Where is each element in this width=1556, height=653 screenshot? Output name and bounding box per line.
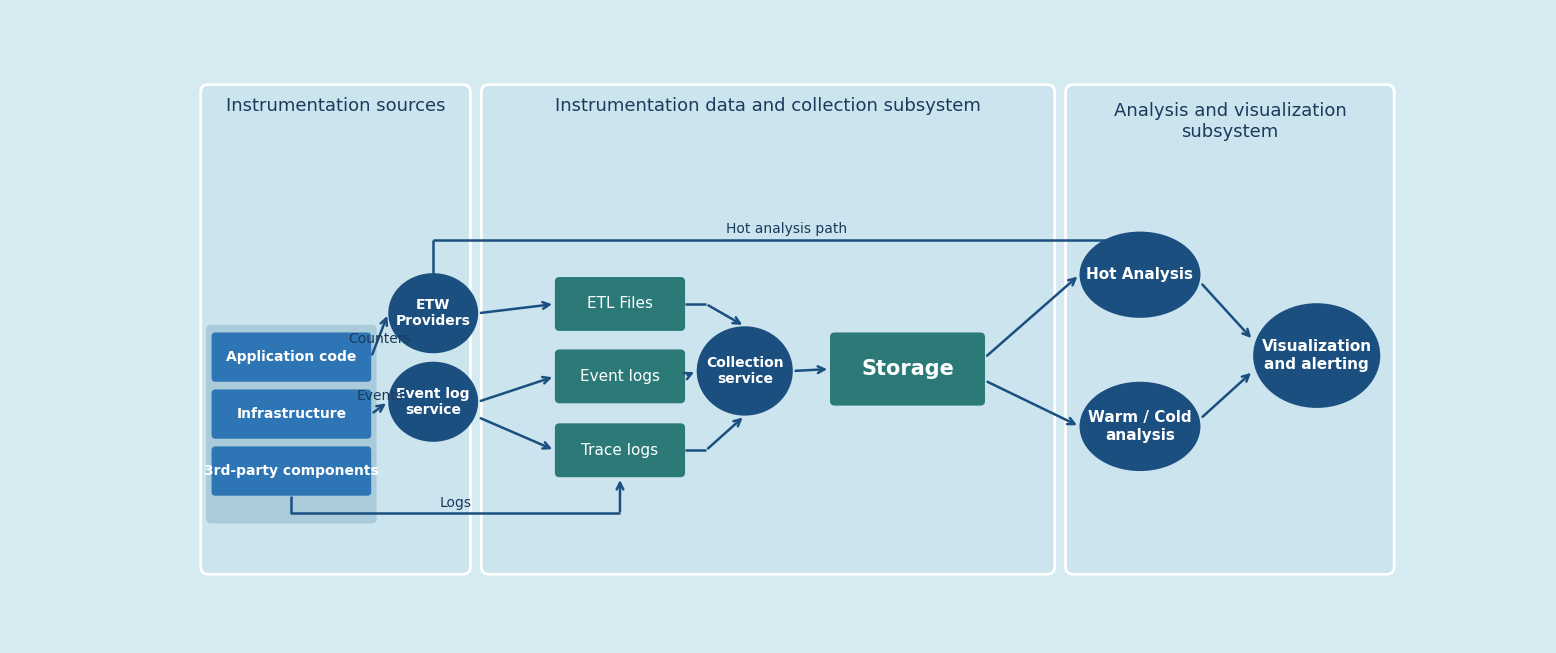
Ellipse shape xyxy=(389,273,478,353)
Text: Hot Analysis: Hot Analysis xyxy=(1086,267,1193,282)
FancyBboxPatch shape xyxy=(555,423,685,477)
Text: Event log
service: Event log service xyxy=(397,387,470,417)
FancyBboxPatch shape xyxy=(201,84,470,574)
FancyBboxPatch shape xyxy=(829,332,985,406)
Ellipse shape xyxy=(1253,303,1380,408)
FancyBboxPatch shape xyxy=(205,325,377,524)
Text: Application code: Application code xyxy=(226,350,356,364)
Text: Hot analysis path: Hot analysis path xyxy=(727,222,846,236)
Text: Logs: Logs xyxy=(440,496,471,509)
FancyBboxPatch shape xyxy=(555,277,685,331)
FancyBboxPatch shape xyxy=(481,84,1055,574)
Text: Warm / Cold
analysis: Warm / Cold analysis xyxy=(1088,410,1192,443)
FancyBboxPatch shape xyxy=(555,349,685,404)
Text: Events: Events xyxy=(356,389,403,404)
Text: ETL Files: ETL Files xyxy=(587,296,654,311)
FancyBboxPatch shape xyxy=(212,332,372,382)
Text: Storage: Storage xyxy=(860,359,954,379)
Ellipse shape xyxy=(389,362,478,442)
FancyBboxPatch shape xyxy=(1066,84,1394,574)
Text: Instrumentation data and collection subsystem: Instrumentation data and collection subs… xyxy=(555,97,980,115)
Text: Trace logs: Trace logs xyxy=(582,443,658,458)
Text: ETW
Providers: ETW Providers xyxy=(395,298,470,328)
FancyBboxPatch shape xyxy=(212,389,372,439)
Text: Analysis and visualization
subsystem: Analysis and visualization subsystem xyxy=(1114,102,1346,141)
Text: Counters: Counters xyxy=(349,332,411,346)
Ellipse shape xyxy=(1080,232,1200,318)
FancyBboxPatch shape xyxy=(212,447,372,496)
Text: 3rd-party components: 3rd-party components xyxy=(204,464,378,478)
Text: Collection
service: Collection service xyxy=(706,356,784,386)
Text: Infrastructure: Infrastructure xyxy=(237,407,347,421)
Ellipse shape xyxy=(1080,382,1200,471)
Text: Event logs: Event logs xyxy=(580,369,660,384)
Text: Instrumentation sources: Instrumentation sources xyxy=(226,97,445,115)
Text: Visualization
and alerting: Visualization and alerting xyxy=(1262,340,1372,372)
Ellipse shape xyxy=(697,326,794,415)
